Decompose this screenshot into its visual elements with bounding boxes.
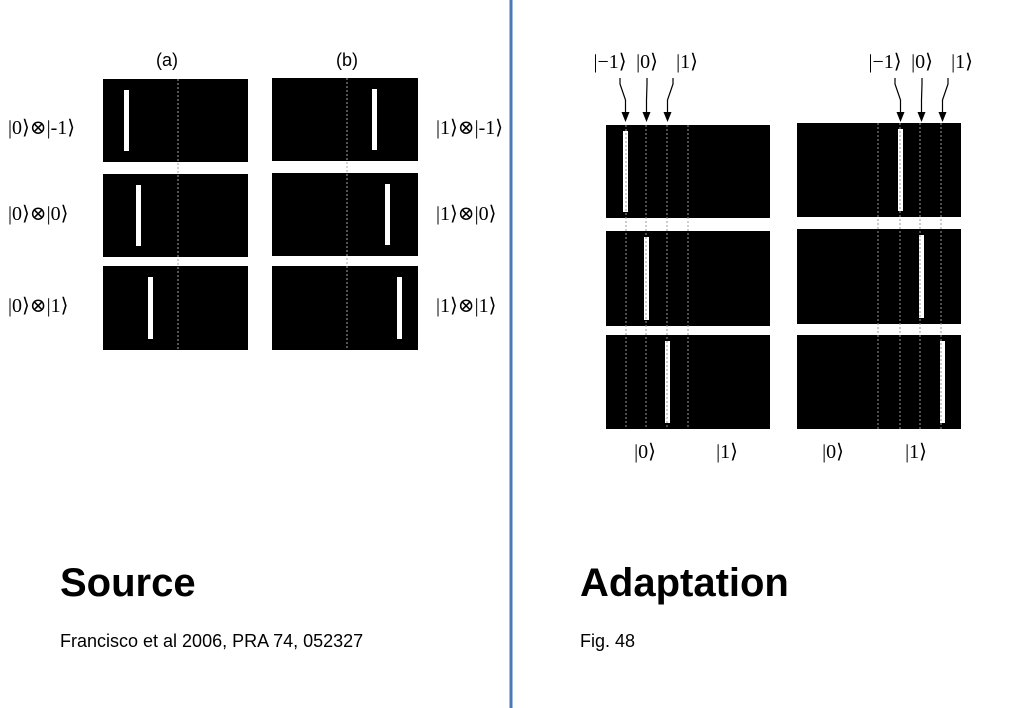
panel-frame	[103, 174, 248, 257]
arrow-head	[896, 112, 905, 122]
citation: Francisco et al 2006, PRA 74, 052327	[60, 631, 363, 651]
panel-frame	[272, 173, 418, 256]
panel-frame	[797, 335, 961, 429]
panel-frame	[797, 229, 961, 324]
arrow-head	[917, 112, 926, 122]
slit	[372, 89, 377, 150]
slit	[148, 277, 153, 339]
arrow-head	[642, 112, 651, 122]
arrow	[645, 78, 648, 120]
ket-label: |−1⟩	[868, 51, 901, 73]
panel-frame	[272, 266, 418, 350]
arrow-head	[938, 112, 947, 122]
arrow	[666, 78, 674, 120]
row-label: |1⟩⊗|-1⟩	[436, 117, 503, 139]
ket-label: |1⟩	[905, 441, 927, 463]
slit	[136, 185, 141, 246]
row-label: |0⟩⊗|1⟩	[8, 295, 68, 317]
arrow	[894, 78, 902, 120]
row-label: |0⟩⊗|0⟩	[8, 203, 68, 225]
arrow-head	[621, 112, 630, 122]
slit	[898, 129, 903, 211]
slit	[385, 184, 390, 245]
panel-frame	[797, 123, 961, 217]
slit	[397, 277, 402, 339]
panel-frame	[103, 266, 248, 350]
arrow	[941, 78, 949, 120]
ket-label: |−1⟩	[593, 51, 626, 73]
row-label: |0⟩⊗|-1⟩	[8, 117, 75, 139]
panel-frame	[272, 78, 418, 161]
heading: Adaptation	[580, 561, 789, 605]
arrow-head	[663, 112, 672, 122]
ket-label: |0⟩	[911, 51, 933, 73]
ket-label: |0⟩	[822, 441, 844, 463]
slit	[919, 235, 924, 318]
panel-label: (a)	[156, 50, 178, 70]
figures	[103, 78, 961, 429]
slit	[940, 341, 945, 423]
ket-label: |1⟩	[676, 51, 698, 73]
ket-label: |1⟩	[951, 51, 973, 73]
arrow	[920, 78, 923, 120]
row-label: |1⟩⊗|1⟩	[436, 295, 496, 317]
slit	[124, 90, 129, 151]
arrow	[619, 78, 627, 120]
caption: Fig. 48	[580, 631, 635, 651]
heading: Source	[60, 561, 196, 605]
row-label: |1⟩⊗|0⟩	[436, 203, 496, 225]
slit	[623, 131, 628, 212]
panel-label: (b)	[336, 50, 358, 70]
ket-label: |1⟩	[716, 441, 738, 463]
ket-label: |0⟩	[636, 51, 658, 73]
ket-label: |0⟩	[634, 441, 656, 463]
